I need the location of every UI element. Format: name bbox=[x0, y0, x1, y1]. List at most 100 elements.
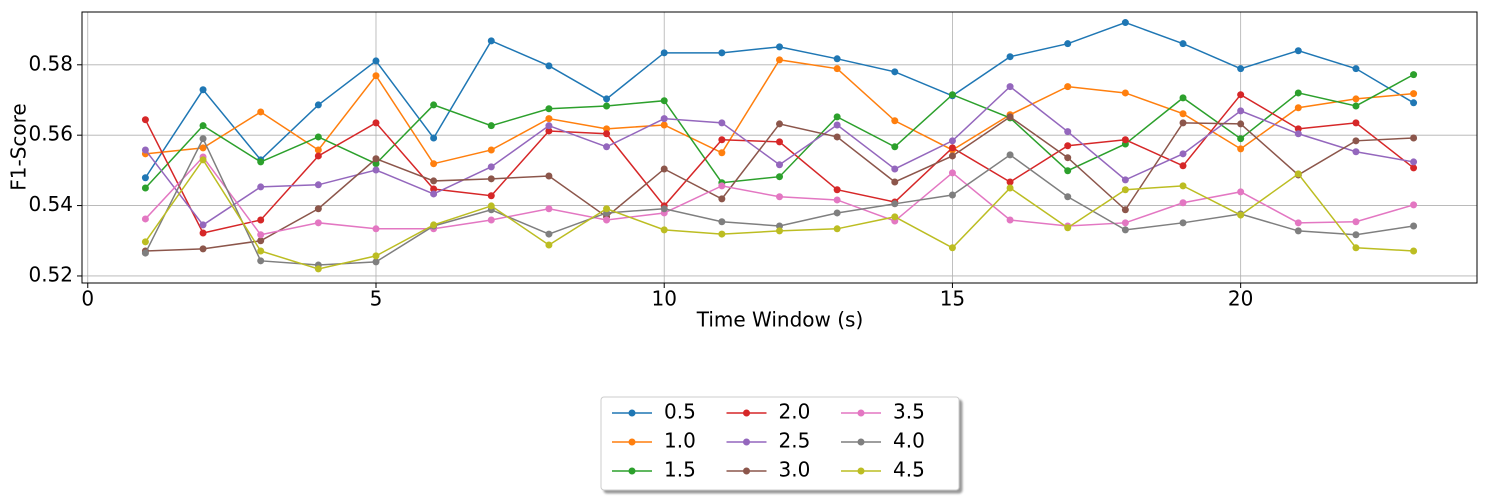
data-point bbox=[141, 249, 149, 257]
y-tick-label: 0.58 bbox=[28, 51, 73, 75]
data-point bbox=[1294, 227, 1302, 235]
data-point bbox=[1064, 224, 1072, 232]
legend-marker bbox=[628, 409, 636, 417]
data-point bbox=[1179, 150, 1187, 158]
data-point bbox=[487, 146, 495, 154]
data-point bbox=[372, 225, 380, 233]
data-point bbox=[891, 117, 899, 125]
data-point bbox=[1294, 125, 1302, 133]
data-point bbox=[833, 55, 841, 63]
data-point bbox=[603, 216, 611, 224]
data-point bbox=[833, 121, 841, 129]
data-point bbox=[1352, 231, 1360, 239]
data-point bbox=[1121, 19, 1129, 27]
data-point bbox=[948, 144, 956, 152]
data-point bbox=[257, 216, 265, 224]
data-point bbox=[1237, 91, 1245, 99]
data-point bbox=[776, 227, 783, 235]
data-point bbox=[1410, 90, 1418, 98]
data-point bbox=[1352, 65, 1360, 73]
data-point bbox=[257, 231, 265, 239]
data-point bbox=[1064, 40, 1072, 48]
data-point bbox=[776, 138, 783, 146]
x-tick-label: 20 bbox=[1228, 287, 1253, 311]
data-point bbox=[487, 175, 495, 183]
legend-marker bbox=[743, 438, 750, 446]
data-point bbox=[257, 247, 265, 255]
data-point bbox=[1064, 154, 1072, 162]
data-point bbox=[430, 160, 438, 168]
x-axis-label: Time Window (s) bbox=[696, 308, 864, 332]
data-point bbox=[603, 125, 611, 133]
data-point bbox=[372, 155, 380, 163]
data-point bbox=[372, 72, 380, 80]
data-point bbox=[1410, 201, 1418, 209]
data-point bbox=[948, 169, 956, 177]
data-point bbox=[1237, 135, 1245, 143]
data-point bbox=[199, 221, 207, 229]
x-tick-label: 10 bbox=[651, 287, 676, 311]
data-point bbox=[660, 115, 668, 123]
data-point bbox=[891, 165, 899, 173]
data-point bbox=[1294, 170, 1302, 178]
data-point bbox=[1237, 145, 1245, 153]
legend-marker bbox=[857, 438, 865, 446]
data-point bbox=[1006, 113, 1014, 121]
data-point bbox=[948, 244, 956, 252]
data-point bbox=[545, 205, 553, 213]
legend-marker bbox=[857, 467, 865, 475]
data-point bbox=[1410, 158, 1418, 166]
data-point bbox=[718, 49, 726, 57]
data-point bbox=[199, 86, 207, 94]
legend-marker bbox=[743, 409, 750, 417]
data-point bbox=[833, 209, 841, 217]
data-point bbox=[1294, 104, 1302, 112]
data-point bbox=[487, 192, 495, 200]
data-point bbox=[545, 115, 553, 123]
data-point bbox=[1121, 136, 1129, 144]
data-point bbox=[660, 97, 668, 105]
y-tick-label: 0.54 bbox=[28, 192, 73, 216]
series-line bbox=[144, 136, 1414, 266]
data-point bbox=[718, 182, 726, 190]
data-point bbox=[141, 184, 149, 192]
data-point bbox=[545, 62, 553, 70]
data-point bbox=[1121, 206, 1129, 214]
y-axis-label: F1-Score bbox=[7, 103, 31, 190]
data-point bbox=[1352, 102, 1360, 110]
legend-label: 4.0 bbox=[893, 429, 925, 453]
data-point bbox=[141, 238, 149, 246]
legend-marker bbox=[628, 438, 636, 446]
data-point bbox=[776, 56, 783, 64]
data-point bbox=[1121, 226, 1129, 234]
data-point bbox=[603, 95, 611, 103]
legend-label: 3.0 bbox=[779, 458, 811, 482]
data-point bbox=[1294, 89, 1302, 97]
data-point bbox=[199, 135, 207, 143]
data-point bbox=[372, 119, 380, 127]
data-point bbox=[891, 68, 899, 76]
legend-marker bbox=[628, 467, 636, 475]
data-point bbox=[1237, 120, 1245, 128]
data-point bbox=[487, 37, 495, 45]
data-point bbox=[199, 156, 207, 164]
data-point bbox=[1121, 176, 1129, 184]
data-point bbox=[1352, 137, 1360, 145]
data-point bbox=[430, 221, 438, 229]
data-point bbox=[1179, 119, 1187, 127]
data-point bbox=[141, 116, 149, 124]
data-point bbox=[1179, 162, 1187, 170]
data-point bbox=[1179, 219, 1187, 227]
data-point bbox=[314, 101, 322, 109]
data-point bbox=[199, 229, 207, 237]
data-point bbox=[487, 202, 495, 210]
legend-label: 0.5 bbox=[664, 400, 696, 424]
data-point bbox=[141, 146, 149, 154]
data-point bbox=[257, 158, 265, 166]
data-point bbox=[545, 172, 553, 180]
plot-frame bbox=[81, 11, 1478, 284]
data-point bbox=[776, 173, 783, 181]
legend-marker bbox=[743, 467, 750, 475]
data-point bbox=[487, 216, 495, 224]
data-point bbox=[1006, 216, 1014, 224]
